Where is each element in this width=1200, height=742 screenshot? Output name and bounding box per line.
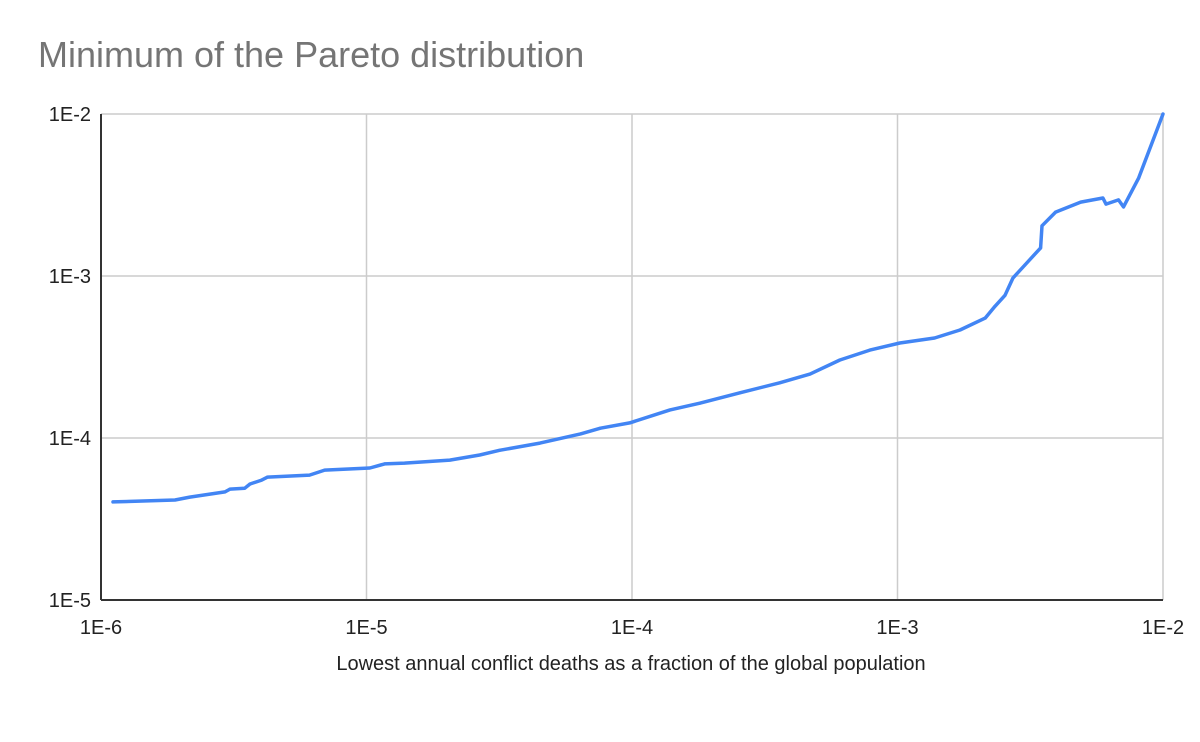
data-point (698, 401, 702, 405)
x-tick-label: 1E-3 (876, 617, 918, 639)
data-point (778, 381, 782, 385)
series-line-minimum (111, 112, 1165, 504)
data-point (228, 487, 232, 491)
data-point (383, 462, 387, 466)
data-point (983, 316, 987, 320)
data-point (368, 466, 372, 470)
data-point (1117, 198, 1121, 202)
data-point (243, 486, 247, 490)
data-point (668, 408, 672, 412)
axes (100, 114, 1163, 601)
data-point (188, 495, 192, 499)
data-point (1122, 205, 1126, 209)
data-point (498, 448, 502, 452)
data-point (1137, 176, 1141, 180)
x-tick-label: 1E-6 (80, 617, 122, 639)
data-point (898, 341, 902, 345)
data-point (402, 461, 406, 465)
data-point (1101, 196, 1105, 200)
data-point (933, 336, 937, 340)
data-point (1161, 112, 1165, 116)
data-point (223, 490, 227, 494)
data-point (538, 441, 542, 445)
data-point (1040, 224, 1044, 228)
data-point (248, 482, 252, 486)
data-point (1079, 200, 1083, 204)
data-point (838, 358, 842, 362)
x-tick-label: 1E-4 (611, 617, 653, 639)
y-tick-label: 1E-4 (49, 428, 91, 450)
tick-labels: 1E-6 1E-5 1E-4 1E-3 1E-2 1E-5 1E-4 1E-3 1E-2 (49, 104, 1184, 639)
data-point (478, 453, 482, 457)
data-point (993, 304, 997, 308)
x-tick-label: 1E-2 (1142, 617, 1184, 639)
data-point (958, 328, 962, 332)
data-point (1054, 210, 1058, 214)
y-tick-label: 1E-3 (49, 266, 91, 288)
data-point (448, 458, 452, 462)
data-point (628, 421, 632, 425)
x-tick-label: 1E-5 (345, 617, 387, 639)
data-point (1011, 276, 1015, 280)
y-tick-label: 1E-2 (49, 104, 91, 126)
data-point (579, 432, 583, 436)
data-point (260, 478, 264, 482)
data-point (173, 498, 177, 502)
data-point (1104, 202, 1108, 206)
data-point (868, 348, 872, 352)
chart-title: Minimum of the Pareto distribution (38, 34, 585, 75)
gridlines (101, 113, 1164, 600)
data-point (1003, 293, 1007, 297)
data-point (1023, 263, 1027, 267)
data-point (308, 473, 312, 477)
data-point (323, 468, 327, 472)
data-point (266, 475, 270, 479)
data-point (111, 500, 115, 504)
y-tick-label: 1E-5 (49, 590, 91, 612)
data-point (808, 372, 812, 376)
series-layer (111, 112, 1165, 504)
x-axis-label: Lowest annual conflict deaths as a fract… (336, 653, 925, 675)
data-point (598, 426, 602, 430)
data-point (1039, 246, 1043, 250)
data-point (738, 391, 742, 395)
